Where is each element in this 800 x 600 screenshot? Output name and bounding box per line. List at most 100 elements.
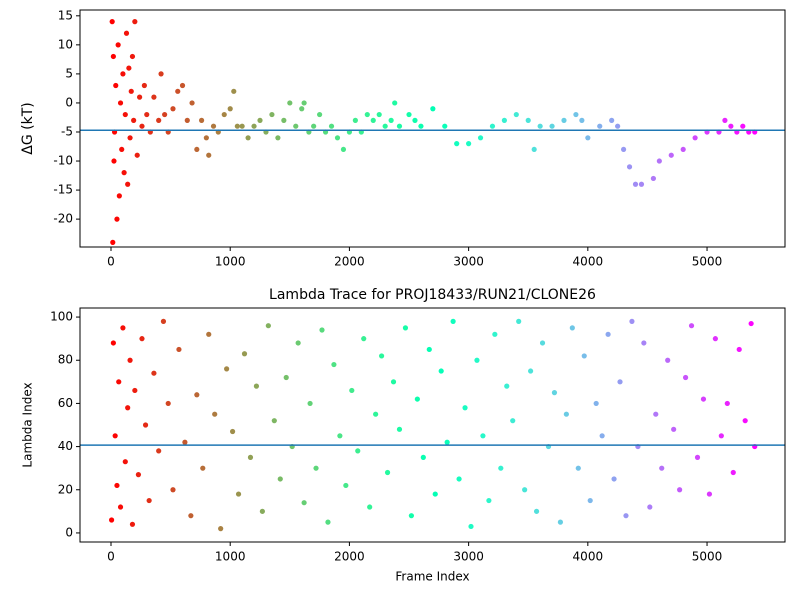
point xyxy=(629,318,635,324)
y-tick-label: -5 xyxy=(61,124,73,138)
point xyxy=(349,387,355,394)
point xyxy=(114,216,120,222)
y-tick-label: 0 xyxy=(65,525,73,539)
point xyxy=(587,497,593,504)
point xyxy=(135,472,142,478)
point xyxy=(277,476,283,482)
point xyxy=(271,418,277,424)
point xyxy=(748,320,754,327)
point xyxy=(162,111,168,118)
point xyxy=(373,411,379,417)
point xyxy=(139,123,145,129)
point xyxy=(119,146,125,153)
point xyxy=(117,100,124,106)
point xyxy=(218,526,224,532)
point xyxy=(456,476,462,482)
point xyxy=(120,325,126,331)
point xyxy=(510,418,516,424)
point xyxy=(287,100,293,106)
point xyxy=(146,497,152,504)
point xyxy=(156,117,162,123)
point xyxy=(275,135,281,141)
y-axis-label: ΔG (kT) xyxy=(20,102,36,154)
point xyxy=(122,459,128,465)
point xyxy=(454,141,460,147)
point xyxy=(620,146,627,153)
y-tick-label: -20 xyxy=(53,212,73,226)
point xyxy=(144,111,150,118)
point xyxy=(123,30,130,36)
point xyxy=(706,491,713,497)
point xyxy=(224,366,230,372)
point xyxy=(158,71,164,77)
point xyxy=(239,123,245,129)
point xyxy=(337,433,343,439)
point xyxy=(680,146,686,153)
point xyxy=(557,519,564,525)
point xyxy=(450,318,456,324)
point xyxy=(170,487,176,493)
point xyxy=(513,111,519,118)
point xyxy=(259,508,265,514)
x-axis-label: Frame Index xyxy=(395,570,469,584)
point xyxy=(489,123,496,129)
point xyxy=(581,353,587,359)
point xyxy=(120,71,126,77)
y-tick-label: 10 xyxy=(58,37,73,51)
point xyxy=(632,181,639,187)
x-tick-label: 5000 xyxy=(692,550,723,564)
point xyxy=(641,340,647,346)
point xyxy=(605,331,611,337)
point xyxy=(139,336,145,342)
point xyxy=(176,346,182,353)
point xyxy=(468,523,474,530)
point xyxy=(295,340,301,346)
point xyxy=(122,111,128,118)
point xyxy=(700,396,707,402)
point xyxy=(129,53,136,60)
point xyxy=(528,368,534,374)
point xyxy=(653,411,659,417)
point xyxy=(599,433,605,439)
point xyxy=(736,346,742,353)
point xyxy=(492,331,498,337)
point xyxy=(110,340,116,346)
x-tick-label: 2000 xyxy=(334,255,365,269)
point xyxy=(537,123,543,129)
point xyxy=(110,239,116,245)
point xyxy=(170,106,176,112)
point xyxy=(516,318,522,324)
point xyxy=(382,123,388,129)
point xyxy=(712,336,718,342)
point xyxy=(617,379,623,385)
x-tick-label: 0 xyxy=(107,255,115,269)
x-tick-label: 0 xyxy=(107,550,115,564)
point xyxy=(301,500,307,506)
point xyxy=(442,123,448,129)
point xyxy=(402,325,409,331)
point xyxy=(227,106,233,112)
point xyxy=(311,123,317,129)
point xyxy=(328,123,335,129)
x-tick-label: 1000 xyxy=(215,550,246,564)
point xyxy=(477,135,484,141)
point xyxy=(109,19,115,25)
point xyxy=(115,42,121,48)
point xyxy=(638,181,645,187)
point xyxy=(430,106,436,112)
point xyxy=(378,353,385,359)
point xyxy=(609,117,615,123)
point xyxy=(647,504,653,510)
point xyxy=(355,448,361,454)
point xyxy=(531,146,537,153)
point xyxy=(127,357,133,363)
point xyxy=(563,411,569,417)
point xyxy=(206,152,212,158)
point xyxy=(462,405,468,411)
point xyxy=(131,117,137,123)
point xyxy=(561,117,567,123)
point xyxy=(361,336,367,342)
point xyxy=(151,94,157,100)
point xyxy=(730,469,736,476)
point xyxy=(585,135,591,141)
